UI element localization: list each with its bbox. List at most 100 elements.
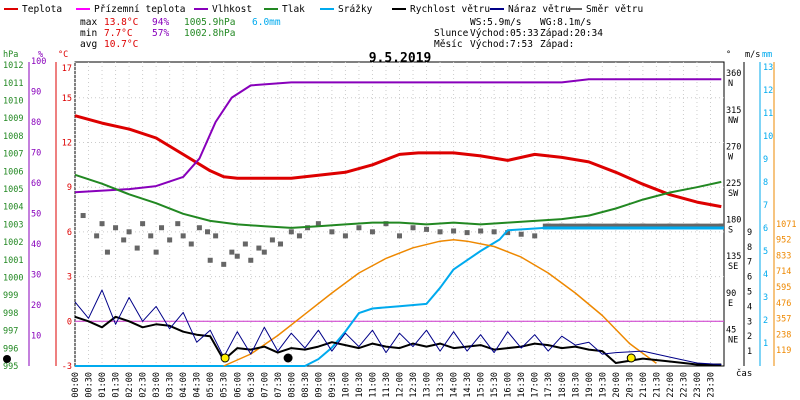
rain-unit: mm	[762, 50, 772, 60]
temperature-tick: 3	[67, 273, 72, 283]
wind-tick: 8	[747, 243, 752, 253]
direction-tick: 135	[726, 252, 741, 262]
wind-direction-point	[148, 233, 154, 239]
wind-direction-point	[288, 229, 294, 235]
wind-direction-point	[121, 237, 127, 243]
wind-direction-point	[104, 249, 110, 255]
solar-tick: 714	[776, 267, 791, 277]
x-tick-label: 11:00	[368, 372, 378, 398]
x-tick-label: 20:00	[612, 372, 622, 398]
temperature-tick: 12	[62, 139, 72, 149]
wind-direction-point	[278, 241, 284, 247]
moon-set: Západ:	[540, 39, 574, 50]
direction-unit: °	[726, 50, 731, 60]
direction-tick: 270	[726, 142, 741, 152]
wind-direction-point	[296, 233, 302, 239]
stat-min-hum: 57%	[152, 28, 169, 39]
sun-rise: Východ:05:33	[470, 28, 539, 39]
x-tick-label: 15:30	[490, 372, 500, 398]
x-tick-label: 10:30	[355, 372, 365, 398]
x-tick-label: 04:30	[193, 372, 203, 398]
solar-line	[223, 239, 657, 367]
stat-avg-label: avg	[80, 39, 97, 50]
axes: 00:00 00:30 01:00 01:30 02:00 02:30 03:00 03:30…	[3, 50, 796, 398]
wind-direction-point	[256, 245, 262, 251]
wind-direction-point	[205, 229, 211, 235]
x-tick-label: 08:00	[287, 372, 297, 398]
sunrise-marker	[220, 353, 230, 363]
stat-max-temp: 13.8°C	[104, 17, 138, 28]
legend-label: Tlak	[282, 4, 305, 15]
direction-tick: 90	[726, 289, 736, 299]
wind-direction-point	[126, 229, 132, 235]
humidity-tick: 10	[31, 332, 41, 342]
wind-direction-point	[113, 225, 119, 231]
wind-direction-point	[532, 233, 538, 239]
direction-label: S	[728, 226, 733, 236]
x-tick-label: 06:30	[247, 372, 257, 398]
humidity-tick: 70	[31, 149, 41, 159]
x-tick-label: 00:30	[85, 372, 95, 398]
wind-direction-point	[315, 221, 321, 227]
legend-label: Vlhkost	[212, 4, 252, 15]
direction-label: SW	[728, 189, 739, 199]
wind-direction-point	[80, 213, 86, 219]
x-tick-label: 00:00	[71, 372, 81, 398]
legend-dot-marker	[3, 355, 11, 363]
stat-max-press: 1005.9hPa	[184, 17, 235, 28]
wind-direction-point	[248, 257, 254, 263]
x-tick-label: 14:30	[463, 372, 473, 398]
rain-line	[75, 227, 722, 367]
wind-direction-point	[180, 233, 186, 239]
humidity-tick: 80	[31, 118, 41, 128]
direction-tick: 225	[726, 179, 741, 189]
x-tick-label: 19:00	[585, 372, 595, 398]
x-tick-label: 21:30	[652, 372, 662, 398]
x-tick-label: 05:00	[206, 372, 216, 398]
sun-label: Slunce	[434, 28, 469, 39]
direction-label: NE	[728, 335, 738, 345]
x-tick-label: 09:30	[328, 372, 338, 398]
direction-tick: 180	[726, 216, 741, 226]
direction-label: E	[728, 299, 733, 309]
wind-gust-line	[74, 289, 722, 365]
rain-tick: 8	[763, 178, 768, 188]
pressure-tick: 1005	[3, 185, 23, 195]
x-tick-label: 06:00	[233, 372, 243, 398]
pressure-tick: 997	[3, 327, 18, 337]
stat-min-press: 1002.8hPa	[184, 28, 235, 39]
direction-tick: 45	[726, 325, 736, 335]
plot-area	[3, 78, 724, 367]
wind-direction-point	[213, 233, 219, 239]
solar-tick: 238	[776, 330, 791, 340]
pressure-tick: 996	[3, 344, 18, 354]
rain-tick: 13	[763, 63, 773, 73]
stat-min-label: min	[80, 28, 97, 39]
wind-direction-point	[356, 225, 362, 231]
humidity-tick: 50	[31, 210, 41, 220]
legend-label: Teplota	[22, 4, 62, 15]
x-tick-label: 07:30	[274, 372, 284, 398]
direction-label: SE	[728, 262, 738, 272]
wind-direction-point	[140, 221, 146, 227]
wind-unit: m/s	[745, 50, 760, 60]
rain-tick: 6	[763, 224, 768, 234]
rain-tick: 10	[763, 132, 773, 142]
x-tick-label: 01:30	[112, 372, 122, 398]
wind-direction-point	[188, 241, 194, 247]
wind-direction-point	[99, 221, 105, 227]
x-tick-label: 01:00	[98, 372, 108, 398]
wind-direction-point	[437, 229, 443, 235]
pressure-tick: 995	[3, 362, 18, 372]
rain-tick: 11	[763, 109, 773, 119]
wind-direction-point	[269, 237, 275, 243]
wind-direction-point	[369, 229, 375, 235]
x-tick-label: 16:00	[504, 372, 514, 398]
x-tick-label: 23:00	[693, 372, 703, 398]
x-tick-label: 15:00	[477, 372, 487, 398]
rain-tick: 3	[763, 293, 768, 303]
solar-tick: 952	[776, 236, 791, 246]
solar-tick: 476	[776, 299, 791, 309]
humidity-line	[74, 78, 722, 194]
wind-direction-point	[329, 229, 335, 235]
